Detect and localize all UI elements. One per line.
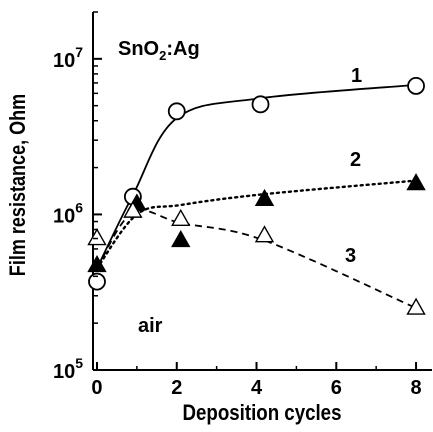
y-tick-label-base: 10 [53, 361, 75, 383]
series-1-point [167, 102, 186, 121]
material-annotation-subscript: 2 [159, 48, 166, 63]
series-1-point [251, 95, 270, 114]
series-2-label: 2 [350, 149, 361, 171]
series-3-point [406, 297, 426, 315]
material-annotation-base: SnO [118, 38, 159, 60]
series-3-point [123, 200, 143, 218]
series-2-point [87, 255, 107, 273]
x-tick-label: 8 [410, 377, 421, 399]
y-axis-title: Film resistance, Ohm [6, 94, 30, 276]
y-tick-label: 106 [53, 199, 83, 227]
series-3-point [171, 208, 191, 227]
fit-curves [95, 83, 418, 309]
series-1-point [407, 76, 425, 95]
x-axis-title: Deposition cycles [183, 402, 342, 426]
series-3-point [87, 228, 107, 246]
chart-text: Film resistance, Ohm Deposition cycles 1… [6, 38, 362, 425]
y-tick-label-exponent: 7 [75, 44, 83, 60]
material-annotation: SnO2:Ag [118, 38, 200, 63]
series-3-point [254, 225, 275, 243]
x-tick-label: 4 [251, 377, 263, 399]
series-2-curve [95, 179, 418, 270]
series-2-point [171, 230, 191, 248]
y-tick-label: 105 [53, 355, 83, 383]
y-tick-label-base: 10 [53, 205, 75, 227]
y-tick-label-base: 10 [53, 50, 75, 72]
air-annotation: air [138, 315, 163, 337]
x-tick-label: 6 [331, 377, 342, 399]
x-tick-label: 0 [91, 377, 102, 399]
y-tick-label: 107 [53, 44, 83, 72]
series-1-point [88, 272, 106, 291]
data-markers [87, 76, 426, 315]
series-2-point [254, 188, 275, 207]
material-annotation-tail: :Ag [166, 38, 199, 60]
series-3-curve [96, 209, 417, 309]
series-3-label: 3 [345, 245, 356, 267]
x-tick-label: 2 [171, 377, 182, 399]
series-1-label: 1 [351, 65, 362, 87]
y-tick-label-exponent: 6 [75, 199, 83, 215]
y-tick-label-exponent: 5 [75, 355, 83, 371]
series-2-point [406, 173, 426, 191]
